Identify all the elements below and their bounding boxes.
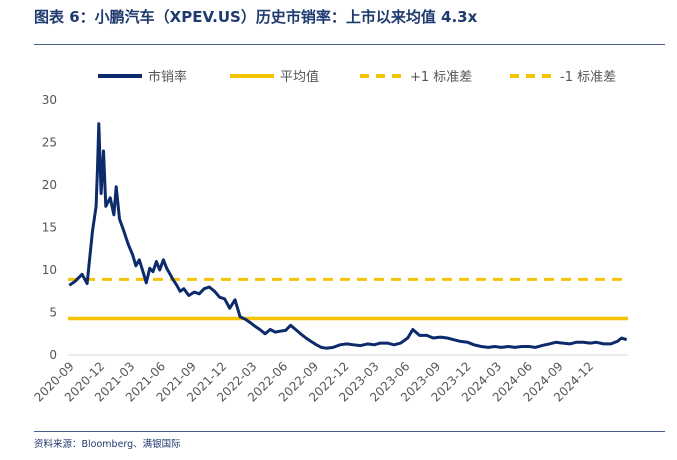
y-tick-label: 20 <box>42 178 57 192</box>
y-tick-label: 15 <box>42 221 57 235</box>
source-divider <box>34 431 665 432</box>
legend-label: 市销率 <box>148 69 187 85</box>
legend-item-minus-1-std: -1 标准差 <box>510 70 616 85</box>
y-tick-label: 10 <box>42 263 57 277</box>
y-axis: 0 5 10 15 20 25 30 <box>42 93 57 362</box>
chart-canvas: 市销率 平均值 +1 标准差 -1 标准差 0 5 10 15 20 25 30 2020-092… <box>31 69 628 405</box>
y-tick-label: 0 <box>49 348 57 362</box>
legend-label: +1 标准差 <box>410 70 472 85</box>
figure-title: 图表 6：小鹏汽车（XPEV.US）历史市销率：上市以来均值 4.3x <box>34 8 478 26</box>
source-note: 资料来源：Bloomberg、满银国际 <box>34 439 181 450</box>
legend-item-ps-ratio: 市销率 <box>98 69 187 85</box>
legend-item-mean: 平均值 <box>230 69 319 85</box>
legend-label: 平均值 <box>280 69 319 85</box>
y-tick-label: 30 <box>42 93 57 107</box>
plot-area <box>68 122 628 350</box>
y-tick-label: 5 <box>49 306 57 320</box>
ps-ratio-line <box>68 122 628 350</box>
title-divider <box>34 44 665 45</box>
legend-label: -1 标准差 <box>560 70 616 85</box>
legend-item-plus-1-std: +1 标准差 <box>360 70 472 85</box>
reference-lines <box>68 277 628 321</box>
y-tick-label: 25 <box>42 136 57 150</box>
chart-legend: 市销率 平均值 +1 标准差 -1 标准差 <box>98 69 616 85</box>
x-axis: 2020-092020-122021-032021-062021-092021-… <box>31 354 628 405</box>
